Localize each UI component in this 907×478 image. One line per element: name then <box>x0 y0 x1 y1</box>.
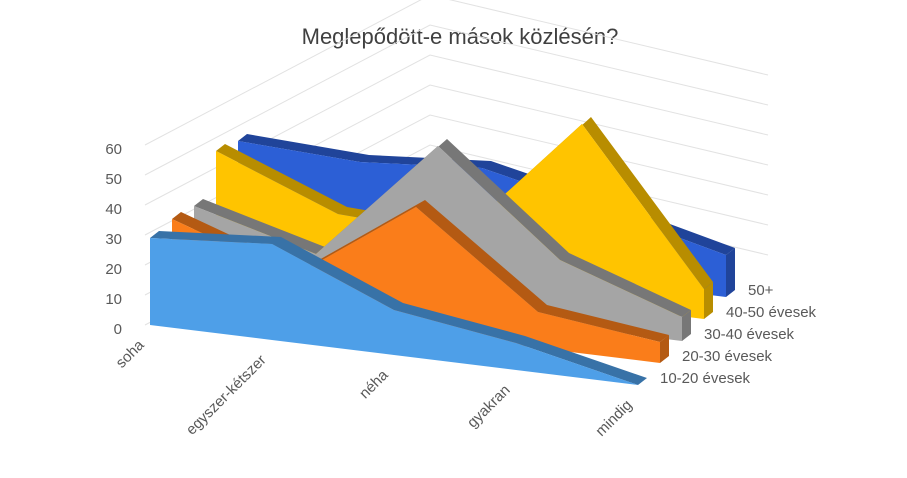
area-side <box>704 282 713 319</box>
x-tick-label: mindig <box>592 397 635 440</box>
y-tick-label: 10 <box>105 291 122 308</box>
area-side <box>660 335 669 363</box>
area <box>150 238 638 385</box>
y-tick-label: 50 <box>105 171 122 188</box>
grid-line <box>144 24 769 176</box>
grid-line <box>144 0 769 146</box>
area-edge <box>150 231 647 385</box>
y-tick-label: 30 <box>105 231 122 248</box>
series-label: 50+ <box>748 282 774 299</box>
chart-title: Meglepődött-e mások közlésén? <box>302 24 619 49</box>
area-side <box>726 248 735 297</box>
series-label: 40-50 évesek <box>726 304 817 321</box>
area-edge <box>238 134 735 255</box>
series-label: 30-40 évesek <box>704 326 795 343</box>
series-label: 20-30 évesek <box>682 348 773 365</box>
area-edge <box>172 200 669 342</box>
x-tick-label: egyszer-kétszer <box>183 352 270 439</box>
area-side <box>682 310 691 341</box>
series-label: 10-20 évesek <box>660 370 751 387</box>
y-tick-label: 60 <box>105 141 122 158</box>
y-tick-label: 40 <box>105 201 122 218</box>
y-tick-label: 0 <box>114 321 122 338</box>
area <box>172 207 660 363</box>
x-tick-label: néha <box>356 366 392 402</box>
x-tick-label: gyakran <box>464 382 514 432</box>
x-tick-label: soha <box>113 336 148 371</box>
y-tick-label: 20 <box>105 261 122 278</box>
